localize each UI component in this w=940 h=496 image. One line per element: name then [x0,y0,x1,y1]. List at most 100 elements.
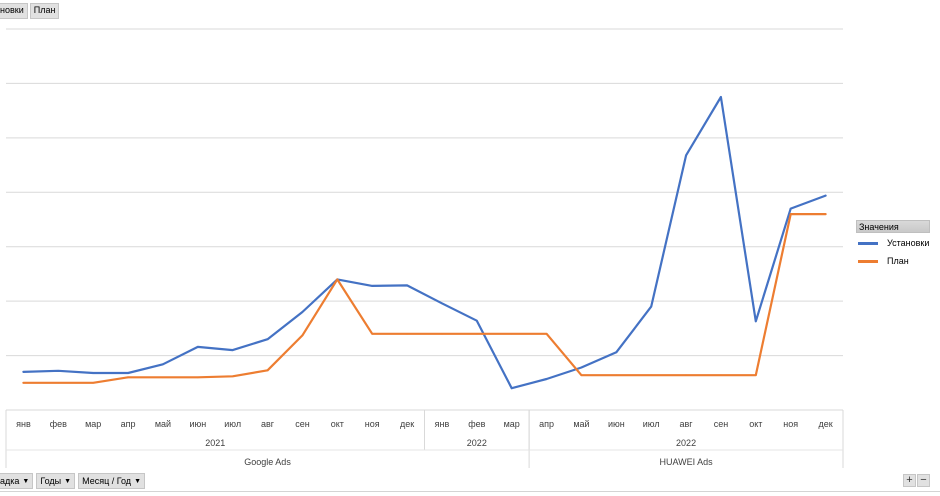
field-label-source: адка [0,475,20,486]
data-point [615,374,618,376]
data-point [371,285,373,287]
month-tick-label: ноя [365,419,380,429]
divider [0,491,940,492]
data-point [720,96,722,98]
month-tick-label: июн [189,419,206,429]
data-point [476,319,478,322]
month-tick-label: янв [16,419,31,429]
month-tick-label: окт [331,419,344,429]
pivot-value-fields: новки План [0,3,60,19]
data-point [755,374,757,376]
pivot-axis-fields: адка ▼ Годы ▼ Месяц / Год ▼ [0,473,145,489]
dropdown-arrow-icon[interactable]: ▼ [134,477,141,485]
field-button-years[interactable]: Годы ▼ [36,473,76,489]
data-point [197,346,199,348]
data-point [650,305,652,308]
data-point [301,311,304,313]
month-tick-label: фев [468,419,485,429]
field-button-month-year[interactable]: Месяц / Год ▼ [78,473,145,489]
month-tick-label: июл [643,419,660,429]
data-point [127,376,129,379]
month-tick-label: апр [539,419,554,429]
field-label-years: Годы [40,475,62,486]
data-point [266,338,269,341]
month-tick-label: авг [261,419,275,429]
data-point [789,207,792,210]
expand-button[interactable]: + [903,474,916,487]
data-point [22,371,25,373]
month-tick-label: авг [680,419,694,429]
data-point [22,381,25,384]
data-point [510,387,513,390]
data-point [441,333,443,335]
legend-item-plan: План [858,256,909,266]
data-point [824,194,827,197]
chart-axis: янв фев мар апр май июн июл авг сен окт ноя дек янв ф… [5,409,844,468]
data-point [371,333,373,335]
data-point [336,278,339,281]
month-tick-label: фев [50,419,67,429]
month-tick-label: дек [400,419,414,429]
legend-swatch-installs [858,241,878,245]
series-line-plan [22,213,827,384]
data-point [197,376,199,379]
source-group-label: HUAWEI Ads [659,457,713,467]
data-point [720,374,722,376]
month-tick-label: май [155,419,171,429]
month-tick-label: окт [749,419,762,429]
data-point [545,378,548,380]
source-group-label: Google Ads [244,457,291,467]
month-tick-label: мар [85,419,101,429]
month-tick-label: янв [435,419,450,429]
data-point [406,284,408,287]
data-point [615,351,618,354]
field-button-plan[interactable]: План [29,3,60,19]
chart-series [22,95,827,390]
field-button-installs[interactable]: новки [0,3,28,19]
data-point [755,320,757,323]
data-point [162,376,164,379]
data-point [545,333,548,335]
month-tick-label: май [573,419,589,429]
month-tick-label: ноя [783,419,798,429]
data-point [685,154,687,157]
year-group-label: 2022 [676,438,696,448]
data-point [57,370,60,372]
data-point [650,374,652,376]
month-tick-label: сен [295,419,310,429]
data-point [92,372,94,374]
data-point [162,363,164,366]
legend-label-plan: План [887,256,909,266]
data-point [441,302,443,305]
data-point [510,333,513,335]
month-tick-label: сен [714,419,729,429]
month-tick-label: дек [818,419,832,429]
data-point [406,333,408,335]
collapse-button[interactable]: − [917,474,930,487]
data-point [231,349,234,351]
legend-title[interactable]: Значения [856,220,930,233]
data-point [301,334,304,337]
legend-swatch-plan [858,259,878,263]
month-tick-label: мар [504,419,520,429]
data-point [92,381,94,384]
month-tick-label: июл [224,419,241,429]
legend-label-installs: Установки [887,238,930,248]
data-point [266,369,269,372]
data-point [57,381,60,384]
dropdown-arrow-icon[interactable]: ▼ [64,477,72,485]
chart-gridlines [6,28,843,357]
data-point [824,213,827,215]
year-group-label: 2022 [467,438,487,448]
data-point [580,374,583,376]
month-tick-label: июн [608,419,625,429]
data-point [231,375,234,378]
data-point [476,333,478,335]
series-line-installs [22,95,827,390]
year-group-label: 2021 [205,438,225,448]
dropdown-arrow-icon[interactable]: ▼ [22,477,30,485]
field-label-month-year: Месяц / Год [82,475,132,486]
field-button-source[interactable]: адка ▼ [0,473,34,489]
month-tick-label: апр [121,419,136,429]
